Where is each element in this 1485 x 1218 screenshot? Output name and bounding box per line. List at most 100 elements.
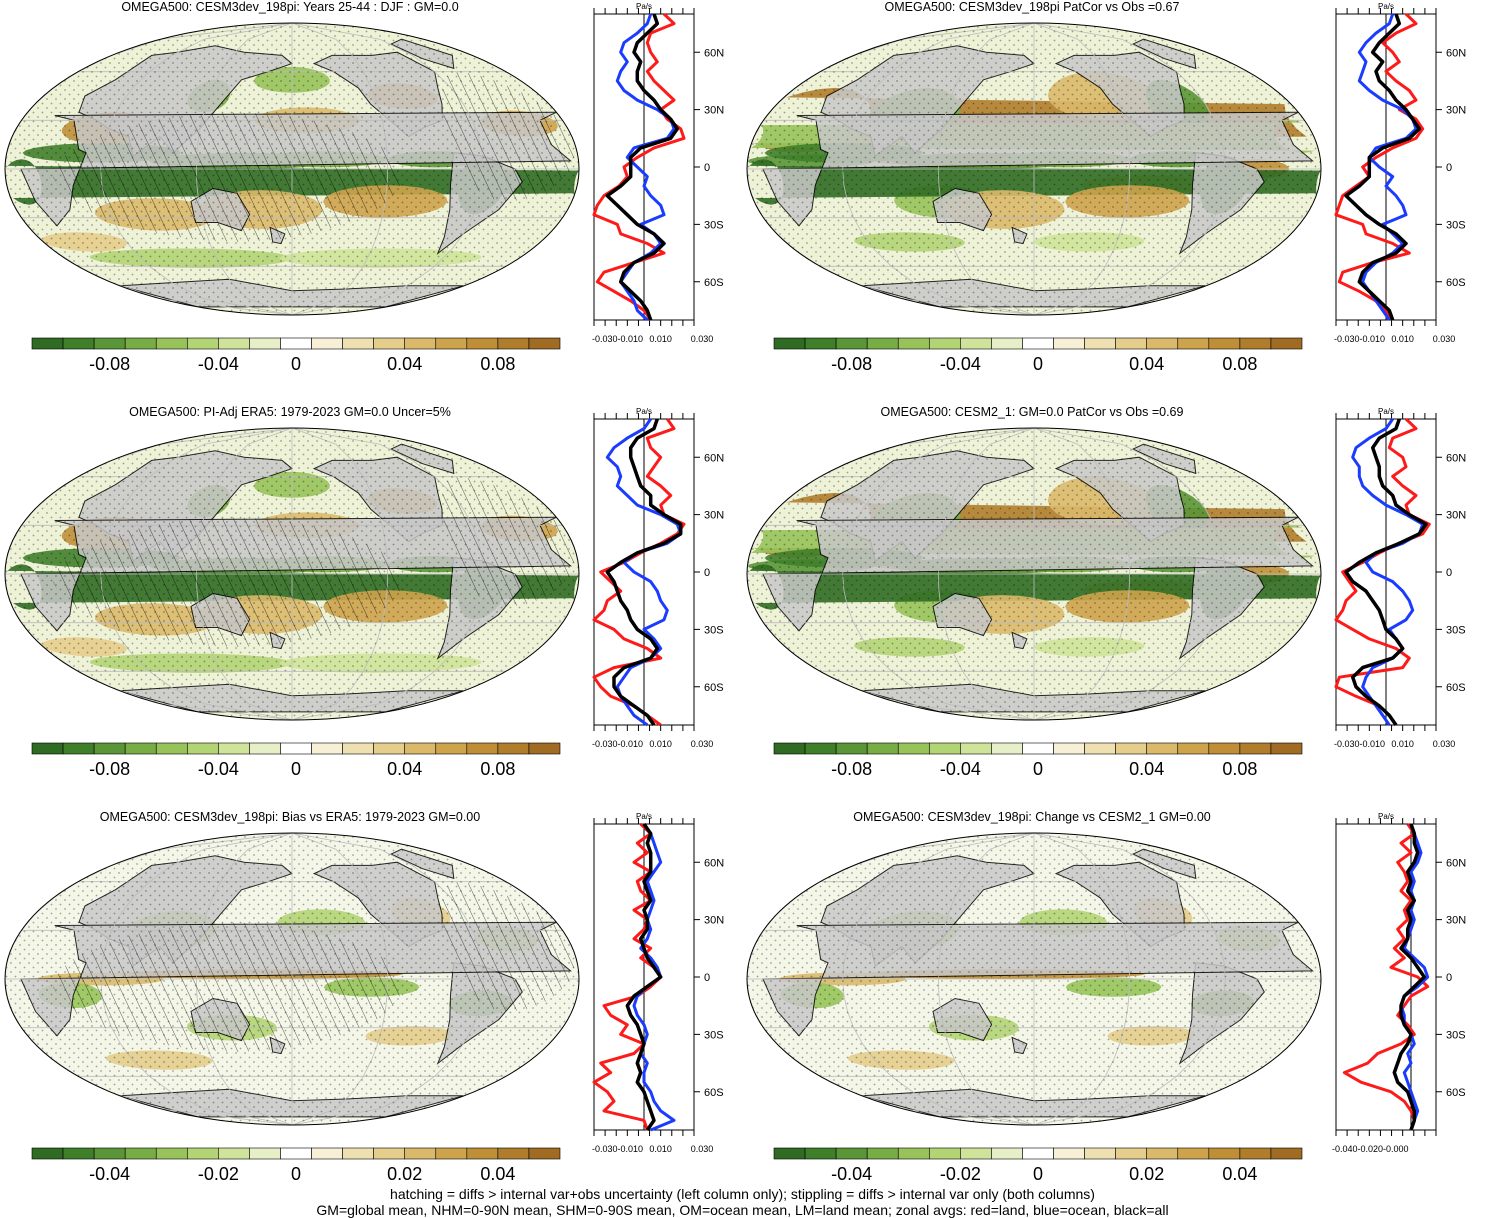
zonal-line-black <box>625 822 663 1132</box>
colorbar: -0.04 -0.02 0 0.02 0.04 <box>31 1147 561 1184</box>
colorbar-label: 0.02 <box>387 1164 422 1184</box>
colorbar-label: -0.04 <box>89 1164 130 1184</box>
zonal-x-label: 0.030 <box>1433 334 1456 344</box>
zonal-x-label: 0.030 <box>691 334 714 344</box>
colorbar-label: -0.04 <box>940 759 981 779</box>
zonal-mean-plot: Pa/s 60N 30N 0 30S 60S -0.030-0.010 0.010 0.030 <box>592 812 724 1154</box>
zonal-line-red <box>592 12 686 321</box>
panel-title: OMEGA500: CESM3dev_198pi: Years 25-44 : … <box>121 0 459 14</box>
colorbar-label: 0.08 <box>1222 354 1257 374</box>
zonal-unit-label: Pa/s <box>636 812 652 821</box>
zonal-lat-label: 30S <box>1446 1029 1466 1041</box>
footer-note-2: GM=global mean, NHM=0-90N mean, SHM=0-90… <box>316 1202 1169 1218</box>
zonal-lat-label: 60N <box>704 47 724 59</box>
zonal-line-red <box>1334 417 1431 726</box>
zonal-lat-label: 60S <box>704 277 724 289</box>
colorbar-label: -0.04 <box>940 354 981 374</box>
panel-3: OMEGA500: PI-Adj ERA5: 1979-2023 GM=0.0 … <box>0 405 742 810</box>
world-map <box>746 427 1322 721</box>
colorbar-label: 0 <box>291 1164 301 1184</box>
zonal-mean-plot: Pa/s 60N 30N 0 30S 60S -0.030-0.010 0.010 0.030 <box>1334 2 1466 344</box>
zonal-mean-plot: Pa/s 60N 30N 0 30S 60S -0.040-0.020-0.000 <box>1332 812 1466 1154</box>
zonal-lat-label: 60S <box>1446 277 1466 289</box>
zonal-x-label: -0.030-0.010 <box>592 1144 643 1154</box>
zonal-lat-label: 0 <box>1446 162 1452 174</box>
zonal-lat-label: 30S <box>1446 624 1466 636</box>
zonal-lat-label: 0 <box>704 567 710 579</box>
zonal-lat-label: 60S <box>704 682 724 694</box>
panel-title: OMEGA500: CESM3dev_198pi: Bias vs ERA5: … <box>99 810 481 824</box>
zonal-lat-label: 0 <box>1446 972 1452 984</box>
zonal-x-label: 0.010 <box>649 334 672 344</box>
zonal-mean-plot: Pa/s 60N 30N 0 30S 60S -0.030-0.010 0.010 0.030 <box>1334 407 1466 749</box>
zonal-line-red <box>1334 12 1425 321</box>
colorbar-label: 0 <box>291 354 301 374</box>
zonal-x-label: 0.030 <box>1433 739 1456 749</box>
colorbar: -0.08 -0.04 0 0.04 0.08 <box>773 742 1303 779</box>
colorbar-label: 0 <box>1033 1164 1043 1184</box>
panel-title: OMEGA500: CESM3dev_198pi: Change vs CESM… <box>853 810 1211 824</box>
zonal-line-red <box>1342 823 1430 1131</box>
zonal-line-black <box>605 13 680 321</box>
zonal-line-black <box>1392 823 1427 1131</box>
zonal-x-label: 0.010 <box>649 1144 672 1154</box>
zonal-lat-label: 30N <box>1446 915 1466 927</box>
colorbar-label: 0 <box>291 759 301 779</box>
zonal-lat-label: 0 <box>704 972 710 984</box>
colorbar-label: 0 <box>1033 354 1043 374</box>
colorbar-label: 0.04 <box>480 1164 515 1184</box>
zonal-lat-label: 0 <box>704 162 710 174</box>
zonal-lat-label: 60N <box>1446 857 1466 869</box>
zonal-lat-label: 30N <box>704 105 724 117</box>
zonal-lat-label: 30S <box>704 624 724 636</box>
colorbar-label: -0.08 <box>831 354 872 374</box>
colorbar-label: -0.02 <box>198 1164 239 1184</box>
panel-1: OMEGA500: CESM3dev_198pi: Years 25-44 : … <box>0 0 742 405</box>
colorbar-label: 0.02 <box>1129 1164 1164 1184</box>
zonal-lat-label: 30N <box>704 915 724 927</box>
panel-6: OMEGA500: CESM3dev_198pi: Change vs CESM… <box>742 810 1484 1215</box>
zonal-lat-label: 30S <box>704 1029 724 1041</box>
zonal-x-label: -0.030-0.010 <box>1334 739 1385 749</box>
zonal-lat-label: 60S <box>1446 682 1466 694</box>
world-map <box>746 22 1322 316</box>
colorbar: -0.04 -0.02 0 0.02 0.04 <box>773 1147 1303 1184</box>
zonal-line-blue <box>1351 418 1425 726</box>
zonal-lat-label: 60N <box>1446 47 1466 59</box>
footer-note-1: hatching = diffs > internal var+obs unce… <box>390 1186 1095 1202</box>
zonal-unit-label: Pa/s <box>1378 407 1394 416</box>
panel-title: OMEGA500: CESM3dev_198pi PatCor vs Obs =… <box>884 0 1180 14</box>
panel-title: OMEGA500: CESM2_1: GM=0.0 PatCor vs Obs … <box>880 405 1184 419</box>
zonal-line-black <box>605 418 683 727</box>
zonal-x-label: 0.010 <box>1391 334 1414 344</box>
colorbar: -0.08 -0.04 0 0.04 0.08 <box>31 742 561 779</box>
panel-title: OMEGA500: PI-Adj ERA5: 1979-2023 GM=0.0 … <box>129 405 451 419</box>
zonal-x-label: -0.030-0.010 <box>592 334 643 344</box>
zonal-x-label: -0.030-0.010 <box>592 739 643 749</box>
zonal-x-label: -0.030-0.010 <box>1334 334 1385 344</box>
zonal-lat-label: 60N <box>704 857 724 869</box>
colorbar-label: -0.02 <box>940 1164 981 1184</box>
zonal-line-blue <box>605 418 683 727</box>
zonal-mean-plot: Pa/s 60N 30N 0 30S 60S -0.030-0.010 0.010 0.030 <box>592 407 724 749</box>
zonal-unit-label: Pa/s <box>1378 812 1394 821</box>
panel-5: OMEGA500: CESM3dev_198pi: Bias vs ERA5: … <box>0 810 742 1215</box>
zonal-x-label: 0.010 <box>649 739 672 749</box>
colorbar-label: 0 <box>1033 759 1043 779</box>
colorbar-label: 0.04 <box>1129 759 1164 779</box>
zonal-mean-plot: Pa/s 60N 30N 0 30S 60S -0.030-0.010 0.010 0.030 <box>592 2 724 344</box>
panel-2: OMEGA500: CESM3dev_198pi PatCor vs Obs =… <box>742 0 1484 405</box>
zonal-lat-label: 30S <box>704 219 724 231</box>
colorbar-label: 0.04 <box>387 354 422 374</box>
zonal-x-label: 0.010 <box>1391 739 1414 749</box>
colorbar-label: 0.04 <box>1129 354 1164 374</box>
colorbar-label: 0.04 <box>387 759 422 779</box>
zonal-line-blue <box>1399 823 1430 1131</box>
colorbar-label: -0.04 <box>198 759 239 779</box>
colorbar-label: -0.08 <box>831 759 872 779</box>
colorbar-label: -0.04 <box>198 354 239 374</box>
zonal-lat-label: 60S <box>1446 1087 1466 1099</box>
zonal-line-black <box>1344 13 1422 321</box>
zonal-x-label: 0.030 <box>691 1144 714 1154</box>
world-map <box>4 22 580 316</box>
